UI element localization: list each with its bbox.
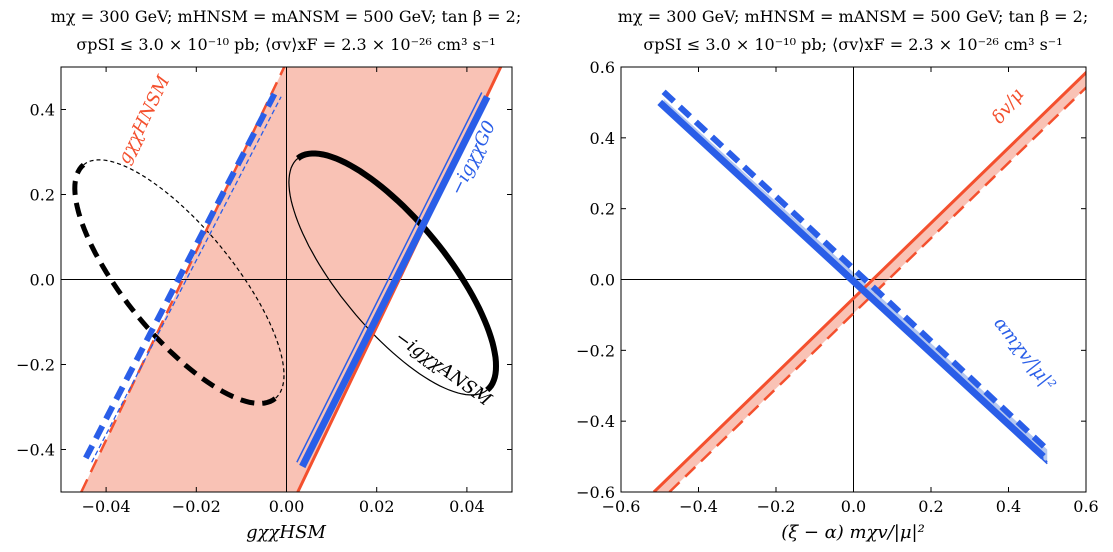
y-tick-label-2: −0.2 — [576, 341, 615, 360]
x-tick-label-1: −0.02 — [172, 497, 221, 516]
y-tick-label-1: −0.4 — [576, 412, 615, 431]
annotation-label-0: gχχHNSM — [114, 72, 175, 168]
x-tick-label-1: −0.4 — [679, 497, 718, 516]
series-line-0 — [80, 67, 286, 492]
x-tick-label-4: 0.2 — [918, 497, 943, 516]
series-line-0 — [652, 70, 1086, 492]
ellipse-arc-2 — [288, 157, 488, 396]
x-tick-label-3: 0.02 — [359, 497, 395, 516]
y-tick-label-3: 0.2 — [30, 186, 55, 205]
series-line-5 — [296, 92, 483, 463]
x-tick-label-2: −0.2 — [757, 497, 796, 516]
y-tick-label-2: 0.0 — [30, 271, 55, 290]
y-tick-label-4: 0.4 — [30, 101, 55, 120]
plot-area — [61, 67, 512, 492]
series-line-1 — [668, 85, 1086, 492]
ellipse-arc-0 — [83, 159, 285, 399]
annotation-label-2: −igχχANSM — [391, 327, 496, 411]
x-tick-label-4: 0.04 — [449, 497, 485, 516]
left-x-axis-title: gχχHSM — [246, 522, 326, 543]
annotation-label-1: αmχv/|μ|² — [989, 313, 1059, 395]
y-tick-label-0: −0.4 — [16, 441, 55, 460]
right-title-line2: σpSI ≤ 3.0 × 10⁻¹⁰ pb; ⟨σv⟩xF = 2.3 × 10… — [643, 35, 1062, 54]
series-line-5 — [663, 105, 1048, 465]
left-title-line2: σpSI ≤ 3.0 × 10⁻¹⁰ pb; ⟨σv⟩xF = 2.3 × 10… — [76, 35, 495, 54]
x-tick-label-5: 0.4 — [996, 497, 1021, 516]
y-tick-label-5: 0.4 — [590, 129, 615, 148]
series-line-4 — [299, 95, 491, 469]
y-tick-label-3: 0.0 — [590, 271, 615, 290]
series-line-2 — [83, 91, 278, 460]
x-tick-label-0: −0.04 — [82, 497, 131, 516]
y-tick-label-1: −0.2 — [16, 356, 55, 375]
y-tick-label-0: −0.6 — [576, 483, 615, 502]
x-tick-label-6: 0.6 — [1073, 497, 1098, 516]
right-title-line1: mχ = 300 GeV; mHNSM = mANSM = 500 GeV; t… — [618, 7, 1089, 26]
y-tick-label-4: 0.2 — [590, 200, 615, 219]
plot-area — [621, 67, 1086, 492]
right-x-axis-title: (ξ − α) mχv/|μ|² — [781, 522, 925, 543]
ellipse-arc-3 — [296, 150, 500, 393]
x-tick-label-3: 0.0 — [841, 497, 866, 516]
y-tick-label-6: 0.6 — [590, 58, 615, 77]
ellipse-arc-1 — [72, 162, 277, 406]
right-panel: mχ = 300 GeV; mHNSM = mANSM = 500 GeV; t… — [576, 7, 1099, 543]
series-line-2 — [661, 89, 1050, 452]
x-tick-label-2: 0.00 — [269, 497, 305, 516]
left-title-line1: mχ = 300 GeV; mHNSM = mANSM = 500 GeV; t… — [51, 7, 522, 26]
left-panel: mχ = 300 GeV; mHNSM = mANSM = 500 GeV; t… — [16, 7, 521, 543]
x-tick-label-0: −0.6 — [602, 497, 641, 516]
series-line-3 — [91, 96, 282, 463]
annotation-label-0: δv/μ — [988, 84, 1028, 127]
